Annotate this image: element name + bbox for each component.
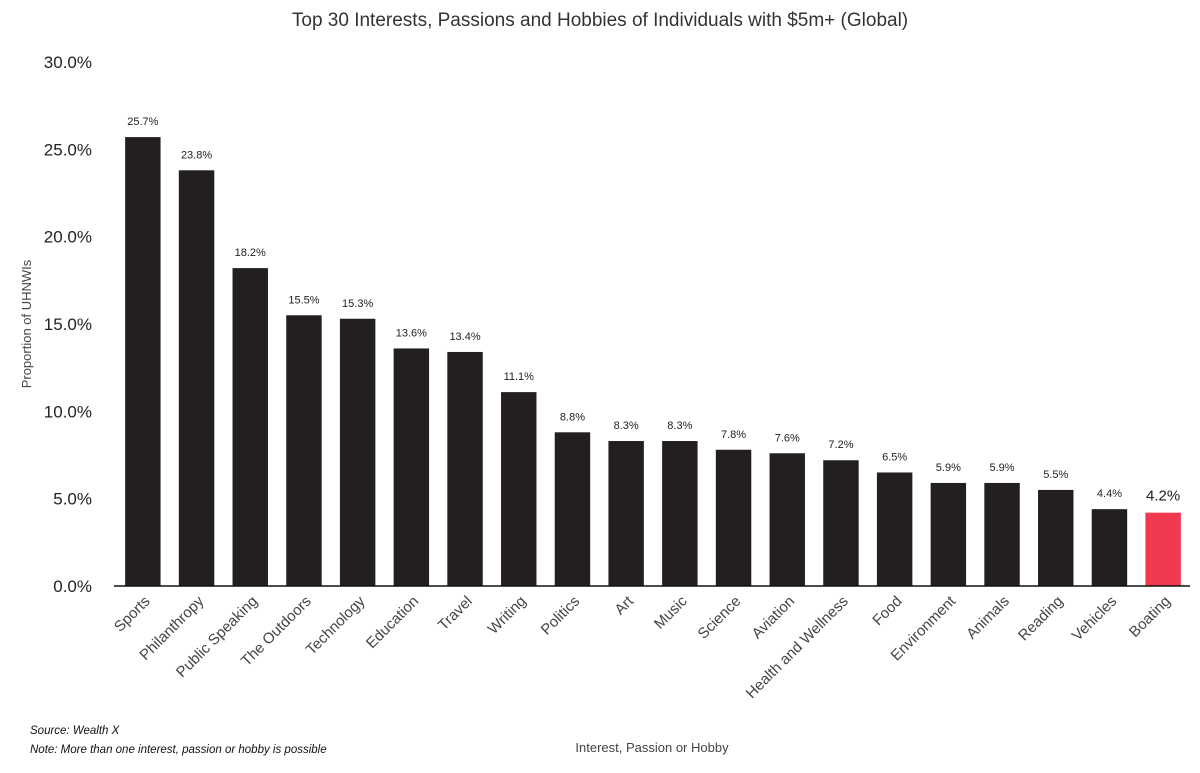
value-label: 4.4% (1097, 488, 1122, 500)
value-label: 8.3% (614, 420, 639, 432)
bar (608, 441, 644, 586)
x-tick-label: Aviation (749, 593, 799, 643)
bar (501, 392, 537, 586)
value-label: 5.9% (990, 462, 1015, 474)
chart-title: Top 30 Interests, Passions and Hobbies o… (291, 10, 909, 31)
x-tick-label: Boating (1126, 593, 1174, 641)
value-label: 15.5% (288, 294, 319, 306)
value-label: 23.8% (181, 149, 212, 161)
value-label: 5.5% (1043, 469, 1068, 481)
value-label: 18.2% (235, 247, 266, 259)
value-label: 5.9% (936, 462, 961, 474)
value-label: 15.3% (342, 298, 373, 310)
x-tick-label: Vehicles (1069, 593, 1121, 645)
x-tick-label: Sports (111, 593, 154, 636)
y-axis-label: Proportion of UHNWIs (19, 259, 34, 388)
y-tick-label: 5.0% (53, 490, 92, 509)
value-label: 13.6% (396, 327, 427, 339)
x-tick-label: Reading (1015, 593, 1067, 645)
value-label: 25.7% (127, 116, 158, 128)
bar (554, 432, 591, 586)
bars (125, 137, 1181, 586)
bar (662, 441, 698, 586)
x-tick-label: Politics (538, 593, 584, 639)
bar (393, 348, 430, 586)
value-label: 8.3% (667, 420, 692, 432)
y-tick-label: 0.0% (53, 577, 92, 596)
y-axis: 0.0% 5.0% 10.0% 15.0% 20.0% 25.0% 30.0% (44, 53, 92, 596)
x-tick-label: Writing (485, 593, 530, 638)
bar (339, 318, 376, 586)
value-label: 4.2% (1146, 488, 1180, 505)
bar (823, 460, 859, 586)
bar (1091, 509, 1128, 586)
bar (1038, 489, 1074, 586)
bar (178, 170, 215, 586)
y-tick-label: 20.0% (44, 228, 92, 247)
value-label: 7.6% (775, 432, 800, 444)
value-label: 13.4% (449, 331, 480, 343)
bar (930, 482, 967, 586)
x-tick-label: Science (695, 593, 745, 643)
x-tick-label: Education (363, 593, 422, 652)
y-tick-label: 30.0% (44, 53, 92, 72)
value-label: 11.1% (504, 371, 535, 383)
x-tick-label: Art (611, 592, 637, 618)
x-axis-label: Interest, Passion or Hobby (575, 740, 729, 755)
x-tick-label: Music (651, 592, 691, 632)
x-tick-label: Health and Wellness (743, 593, 852, 702)
bar (125, 137, 161, 586)
value-labels: 25.7% 23.8% 18.2% 15.5% 15.3% 13.6% 13.4% 11.1%… (127, 116, 1180, 505)
source-note: Source: Wealth X (30, 725, 120, 737)
x-tick-label: Travel (435, 593, 476, 634)
x-tick-label: Technology (303, 592, 369, 658)
bar (1145, 512, 1181, 586)
y-tick-label: 15.0% (44, 315, 92, 334)
value-label: 8.8% (560, 411, 585, 423)
y-tick-label: 25.0% (44, 140, 92, 159)
y-tick-label: 10.0% (44, 402, 92, 421)
x-tick-label: Food (869, 593, 905, 629)
footnote: Note: More than one interest, passion or… (30, 744, 327, 756)
bar (447, 351, 483, 586)
bar (715, 449, 752, 586)
bar (876, 472, 913, 586)
bar (286, 315, 322, 586)
value-label: 7.8% (721, 429, 746, 441)
bar (232, 268, 268, 586)
value-label: 6.5% (882, 451, 907, 463)
value-label: 7.2% (828, 439, 853, 451)
bar (984, 482, 1020, 586)
x-tick-label: Animals (963, 593, 1013, 643)
bar (769, 453, 805, 586)
